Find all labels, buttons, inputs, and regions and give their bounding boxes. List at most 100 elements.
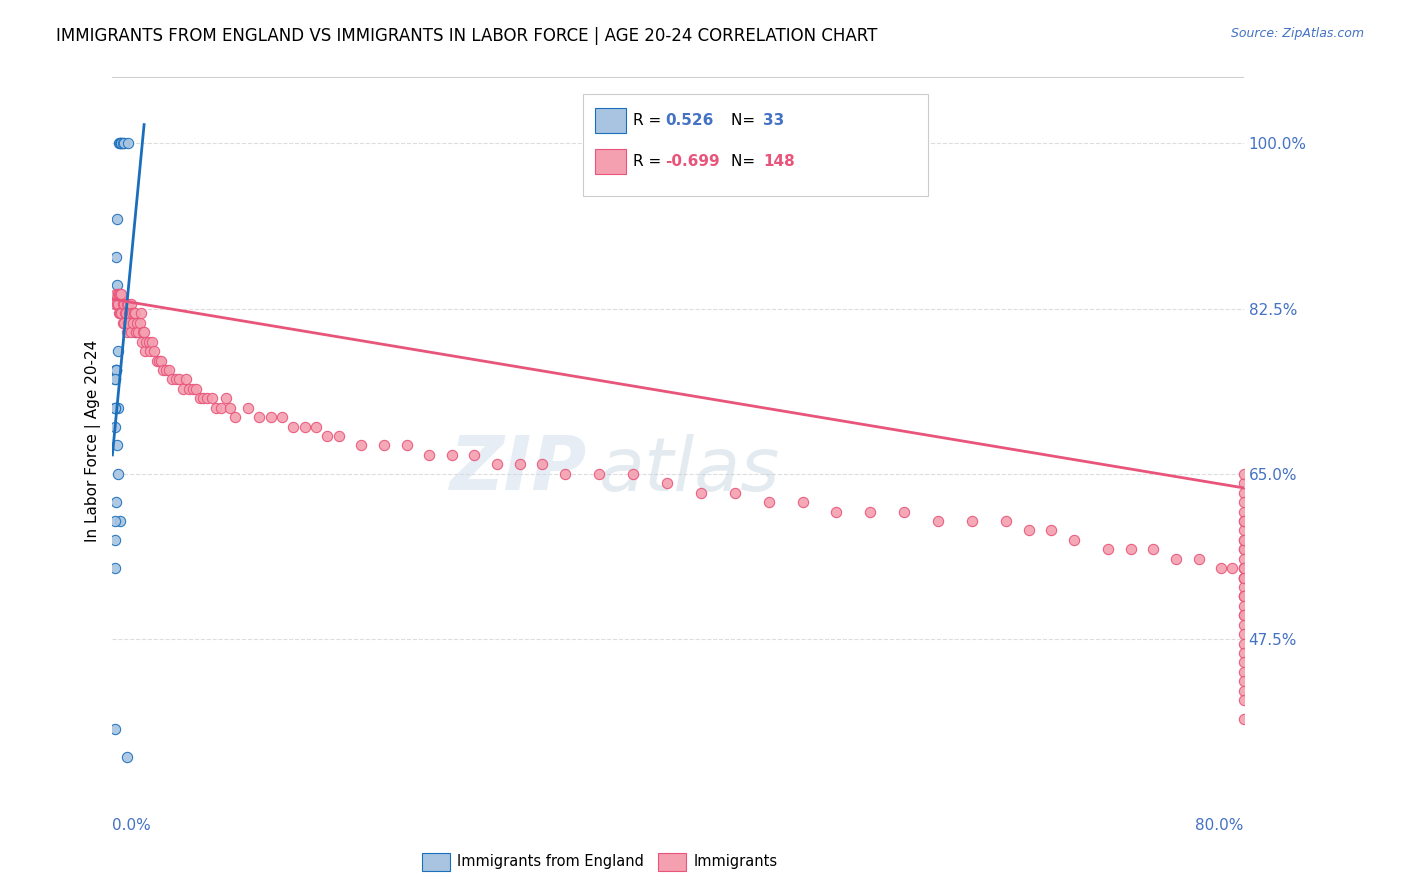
Point — [1233, 467, 1256, 481]
Point — [104, 401, 127, 415]
Point — [110, 306, 132, 320]
Point — [115, 749, 138, 764]
Point — [1233, 495, 1256, 509]
Point — [205, 401, 228, 415]
Point — [1233, 674, 1256, 689]
Point — [1233, 637, 1256, 651]
Point — [132, 325, 155, 339]
Point — [112, 316, 135, 330]
Text: R =: R = — [633, 154, 666, 169]
Point — [305, 419, 328, 434]
Point — [418, 448, 440, 462]
Point — [104, 297, 127, 311]
Point — [111, 297, 134, 311]
Point — [486, 458, 509, 472]
Point — [104, 250, 127, 264]
Point — [115, 297, 138, 311]
Point — [191, 391, 214, 405]
Point — [111, 316, 134, 330]
Point — [188, 391, 211, 405]
Point — [117, 316, 139, 330]
Point — [373, 438, 395, 452]
Point — [104, 401, 127, 415]
Point — [1063, 533, 1085, 547]
Point — [1233, 608, 1256, 623]
Point — [1233, 561, 1256, 575]
Point — [1233, 617, 1256, 632]
Point — [143, 344, 166, 359]
Text: R =: R = — [633, 113, 666, 128]
Point — [1233, 514, 1256, 528]
Point — [1233, 599, 1256, 613]
Point — [1233, 712, 1256, 726]
Point — [135, 334, 157, 349]
Point — [124, 325, 146, 339]
Point — [1233, 533, 1256, 547]
Point — [104, 561, 127, 575]
Text: atlas: atlas — [599, 434, 780, 506]
Point — [214, 391, 236, 405]
Point — [118, 306, 141, 320]
Point — [108, 287, 131, 301]
Point — [197, 391, 219, 405]
Text: 148: 148 — [763, 154, 796, 169]
Text: 33: 33 — [763, 113, 785, 128]
Point — [825, 504, 848, 518]
Point — [104, 363, 127, 377]
Text: N=: N= — [731, 113, 761, 128]
Point — [112, 297, 135, 311]
Point — [1233, 542, 1256, 557]
Point — [115, 306, 138, 320]
Point — [138, 334, 160, 349]
Point — [1233, 551, 1256, 566]
Point — [1233, 683, 1256, 698]
Text: 80.0%: 80.0% — [1195, 818, 1244, 833]
Point — [1097, 542, 1119, 557]
Point — [131, 334, 153, 349]
Point — [1233, 514, 1256, 528]
Point — [108, 306, 131, 320]
Point — [219, 401, 242, 415]
Point — [1233, 646, 1256, 660]
Point — [110, 514, 132, 528]
Point — [148, 353, 170, 368]
Point — [1233, 608, 1256, 623]
Point — [1233, 504, 1256, 518]
Text: Source: ZipAtlas.com: Source: ZipAtlas.com — [1230, 27, 1364, 40]
Point — [792, 495, 814, 509]
Point — [110, 287, 132, 301]
Point — [621, 467, 644, 481]
Point — [110, 136, 132, 151]
Point — [155, 363, 177, 377]
Point — [1233, 476, 1256, 491]
Point — [1187, 551, 1209, 566]
Point — [121, 306, 143, 320]
Point — [115, 325, 138, 339]
Point — [463, 448, 485, 462]
Text: ZIP: ZIP — [450, 434, 588, 507]
Point — [139, 344, 162, 359]
Point — [440, 448, 463, 462]
Text: Immigrants: Immigrants — [693, 855, 778, 869]
Point — [104, 372, 127, 386]
Point — [1119, 542, 1142, 557]
Point — [105, 278, 128, 293]
Point — [294, 419, 316, 434]
Point — [260, 410, 283, 425]
Point — [121, 316, 143, 330]
Point — [117, 297, 139, 311]
Point — [112, 306, 135, 320]
Text: 0.526: 0.526 — [665, 113, 713, 128]
Point — [165, 372, 187, 386]
Point — [124, 306, 146, 320]
Point — [1233, 580, 1256, 594]
Point — [104, 495, 127, 509]
Point — [127, 316, 149, 330]
Point — [1233, 590, 1256, 604]
Point — [127, 325, 149, 339]
Point — [328, 429, 350, 443]
Point — [152, 363, 174, 377]
Point — [1233, 570, 1256, 584]
Point — [238, 401, 260, 415]
Point — [1233, 590, 1256, 604]
